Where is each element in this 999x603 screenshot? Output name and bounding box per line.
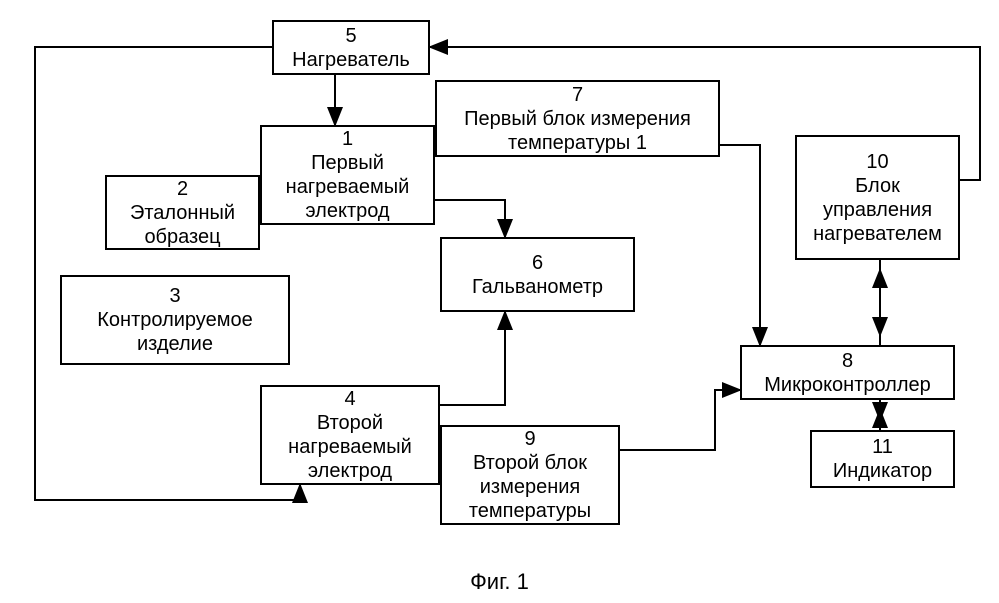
node-label-10: Блокуправлениянагревателем bbox=[813, 174, 942, 246]
node-id-2: 2 bbox=[177, 177, 188, 201]
node-id-11: 11 bbox=[872, 435, 893, 459]
node-id-1: 1 bbox=[342, 127, 353, 151]
node-8: 8Микроконтроллер bbox=[740, 345, 955, 400]
node-id-8: 8 bbox=[842, 349, 853, 373]
node-id-6: 6 bbox=[532, 251, 543, 275]
node-label-2: Эталонныйобразец bbox=[130, 201, 235, 249]
node-id-3: 3 bbox=[169, 284, 180, 308]
node-label-11: Индикатор bbox=[833, 459, 932, 483]
node-id-4: 4 bbox=[344, 387, 355, 411]
node-label-5: Нагреватель bbox=[292, 48, 410, 72]
node-4: 4Второйнагреваемыйэлектрод bbox=[260, 385, 440, 485]
node-id-9: 9 bbox=[524, 427, 535, 451]
node-6: 6Гальванометр bbox=[440, 237, 635, 312]
node-5: 5Нагреватель bbox=[272, 20, 430, 75]
node-7: 7Первый блок измерениятемпературы 1 bbox=[435, 80, 720, 157]
node-id-7: 7 bbox=[572, 83, 583, 107]
node-id-5: 5 bbox=[345, 24, 356, 48]
node-id-10: 10 bbox=[866, 150, 888, 174]
node-label-8: Микроконтроллер bbox=[764, 373, 931, 397]
node-10: 10Блокуправлениянагревателем bbox=[795, 135, 960, 260]
node-label-1: Первыйнагреваемыйэлектрод bbox=[286, 151, 410, 223]
node-1: 1Первыйнагреваемыйэлектрод bbox=[260, 125, 435, 225]
node-label-9: Второй блокизмерениятемпературы bbox=[469, 451, 591, 523]
node-label-3: Контролируемоеизделие bbox=[97, 308, 252, 356]
diagram-canvas: 1Первыйнагреваемыйэлектрод2Эталонныйобра… bbox=[0, 0, 999, 603]
figure-caption: Фиг. 1 bbox=[0, 569, 999, 595]
node-11: 11Индикатор bbox=[810, 430, 955, 488]
node-label-6: Гальванометр bbox=[472, 275, 603, 299]
node-9: 9Второй блокизмерениятемпературы bbox=[440, 425, 620, 525]
node-2: 2Эталонныйобразец bbox=[105, 175, 260, 250]
node-3: 3Контролируемоеизделие bbox=[60, 275, 290, 365]
node-label-4: Второйнагреваемыйэлектрод bbox=[288, 411, 412, 483]
node-label-7: Первый блок измерениятемпературы 1 bbox=[464, 107, 691, 155]
